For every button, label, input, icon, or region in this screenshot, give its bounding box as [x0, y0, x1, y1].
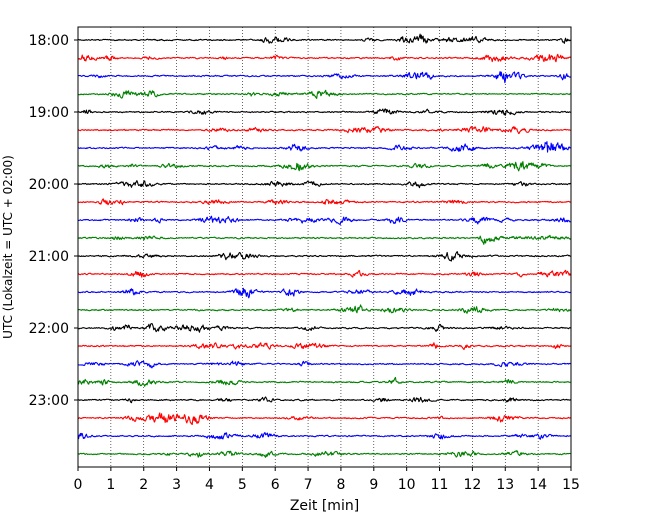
- trace-2000: [77, 180, 572, 189]
- trace-1945: [77, 161, 572, 172]
- trace-2015: [77, 198, 572, 206]
- x-tick-label: 1: [106, 477, 115, 493]
- trace-2130: [77, 287, 572, 299]
- y-tick-label: 23:00: [29, 393, 69, 409]
- y-tick-label: 22:00: [29, 321, 69, 337]
- x-tick-label: 5: [238, 477, 247, 493]
- trace-1930: [77, 141, 572, 153]
- trace-2100: [78, 251, 572, 262]
- trace-2315: [77, 412, 572, 425]
- trace-2215: [77, 342, 572, 351]
- trace-1915: [77, 125, 572, 135]
- trace-2030: [77, 215, 572, 226]
- trace-2245: [77, 376, 572, 387]
- x-axis-title: Zeit [min]: [290, 498, 359, 514]
- x-tick-label: 4: [205, 477, 214, 493]
- trace-1900: [77, 108, 572, 116]
- x-tick-label: 3: [172, 477, 181, 493]
- trace-2200: [77, 322, 572, 333]
- trace-2045: [77, 234, 572, 245]
- x-tick-label: 6: [271, 477, 280, 493]
- y-tick-label: 18:00: [29, 33, 69, 49]
- plot-frame: [77, 26, 572, 468]
- x-tick-label: 15: [562, 477, 580, 493]
- trace-2230: [77, 360, 572, 369]
- y-tick-label: 20:00: [29, 177, 69, 193]
- x-tick-label: 10: [398, 477, 416, 493]
- y-axis: 18:00 19:00 20:00 21:00 22:00 23:00: [29, 33, 78, 409]
- trace-2300: [77, 396, 572, 404]
- trace-2330: [77, 432, 572, 440]
- x-tick-label: 9: [369, 477, 378, 493]
- trace-2345: [77, 450, 572, 458]
- y-axis-title: UTC (Lokalzeit = UTC + 02:00): [1, 155, 15, 339]
- y-tick-label: 19:00: [29, 105, 69, 121]
- trace-1845: [77, 89, 572, 99]
- trace-1830: [77, 71, 572, 84]
- x-tick-label: 13: [496, 477, 514, 493]
- x-tick-label: 7: [304, 477, 313, 493]
- x-axis: 0 1 2 3 4 5 6 7 8 9 10 11 12 13 14 15: [74, 467, 580, 493]
- trace-2115: [77, 269, 572, 278]
- x-tick-label: 12: [463, 477, 481, 493]
- x-tick-label: 2: [139, 477, 148, 493]
- vertical-grid: [110, 27, 539, 467]
- y-tick-label: 21:00: [29, 249, 69, 265]
- x-tick-label: 11: [431, 477, 449, 493]
- plot-background: [78, 27, 571, 467]
- trace-1800: [77, 33, 572, 44]
- x-tick-label: 14: [529, 477, 547, 493]
- seismic-traces: [77, 33, 572, 458]
- trace-2145: [77, 304, 572, 314]
- x-tick-label: 0: [74, 477, 83, 493]
- trace-1815: [77, 53, 572, 63]
- x-tick-label: 8: [336, 477, 345, 493]
